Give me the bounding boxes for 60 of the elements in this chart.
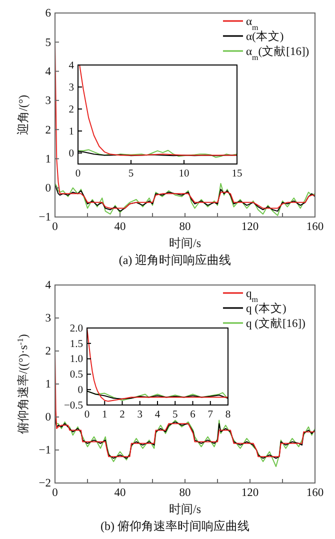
y-tick-label: 3 xyxy=(45,95,52,108)
x-tick-label: 5 xyxy=(172,409,178,420)
y-tick-label: 4 xyxy=(45,66,52,78)
x-tick-label: 40 xyxy=(114,487,126,500)
legend-label: q (文献[16]) xyxy=(246,316,306,330)
text: (b) 俯仰角速率时间响应曲线 xyxy=(100,519,250,533)
y-tick-label: 1.0 xyxy=(70,354,83,366)
legend-label: q (本文) xyxy=(246,301,286,315)
y-tick-label: 1 xyxy=(45,378,52,391)
legend-label: α(本文) xyxy=(246,29,284,43)
x-tick-label: 0 xyxy=(84,409,90,420)
x-axis-title: 时间/s xyxy=(168,236,202,250)
x-tick-label: 7 xyxy=(208,409,213,420)
x-tick-label: 120 xyxy=(241,221,259,234)
x-tick-label: 15 xyxy=(232,168,242,180)
x-tick-label: 5 xyxy=(128,168,134,180)
y-axis-title: 迎角/(°) xyxy=(16,94,30,136)
y-tick-label: 5 xyxy=(45,36,52,49)
y-tick-label: −1 xyxy=(38,212,52,224)
y-tick-label: −0.5 xyxy=(64,400,83,412)
y-tick-label: 0 xyxy=(45,182,52,195)
x-tick-label: 4 xyxy=(154,409,161,420)
x-tick-label: 40 xyxy=(114,221,126,234)
y-tick-label: 6 xyxy=(45,8,52,20)
legend-label: α$_{m}$ xyxy=(246,16,260,32)
x-axis-title: 时间/s xyxy=(168,502,202,516)
line-series xyxy=(55,182,315,216)
y-tick-label: 2 xyxy=(68,104,74,116)
y-tick-label: 0.5 xyxy=(70,370,83,381)
y-tick-label: 0 xyxy=(68,148,74,160)
x-tick-label: 80 xyxy=(179,487,191,500)
x-tick-label: 2 xyxy=(120,409,125,420)
y-tick-label: −1 xyxy=(38,444,52,457)
line-series xyxy=(79,65,237,156)
y-tick-label: 2 xyxy=(45,346,52,358)
x-tick-label: 8 xyxy=(225,409,231,420)
y-tick-label: 2 xyxy=(45,124,52,136)
y-tick-label: 1 xyxy=(45,153,52,166)
y-tick-label: 4 xyxy=(68,60,75,72)
text: (a) 迎角时间响应曲线 xyxy=(118,253,232,267)
x-tick-label: 10 xyxy=(178,168,190,180)
x-tick-label: 120 xyxy=(241,487,259,500)
x-tick-label: 3 xyxy=(137,409,142,420)
line-series xyxy=(55,184,315,212)
legend-label: α$_{m}$(文献[16]) xyxy=(246,44,310,62)
x-tick-label: 80 xyxy=(179,221,191,234)
x-tick-label: 160 xyxy=(306,487,324,500)
y-tick-label: 3 xyxy=(68,82,74,94)
y-tick-label: 1.5 xyxy=(70,338,83,350)
y-tick-label: 2.0 xyxy=(70,323,83,334)
y-tick-label: −2 xyxy=(38,478,52,490)
y-tick-label: 3 xyxy=(45,312,52,325)
x-tick-label: 6 xyxy=(190,409,196,420)
x-tick-label: 1 xyxy=(102,409,108,420)
x-tick-label: 160 xyxy=(306,221,324,234)
y-tick-label: 1 xyxy=(68,126,74,138)
y-tick-label: 0 xyxy=(78,384,83,396)
legend-label: q$_{m}$ xyxy=(246,288,259,304)
line-series xyxy=(87,328,228,402)
y-tick-label: 4 xyxy=(45,280,52,292)
